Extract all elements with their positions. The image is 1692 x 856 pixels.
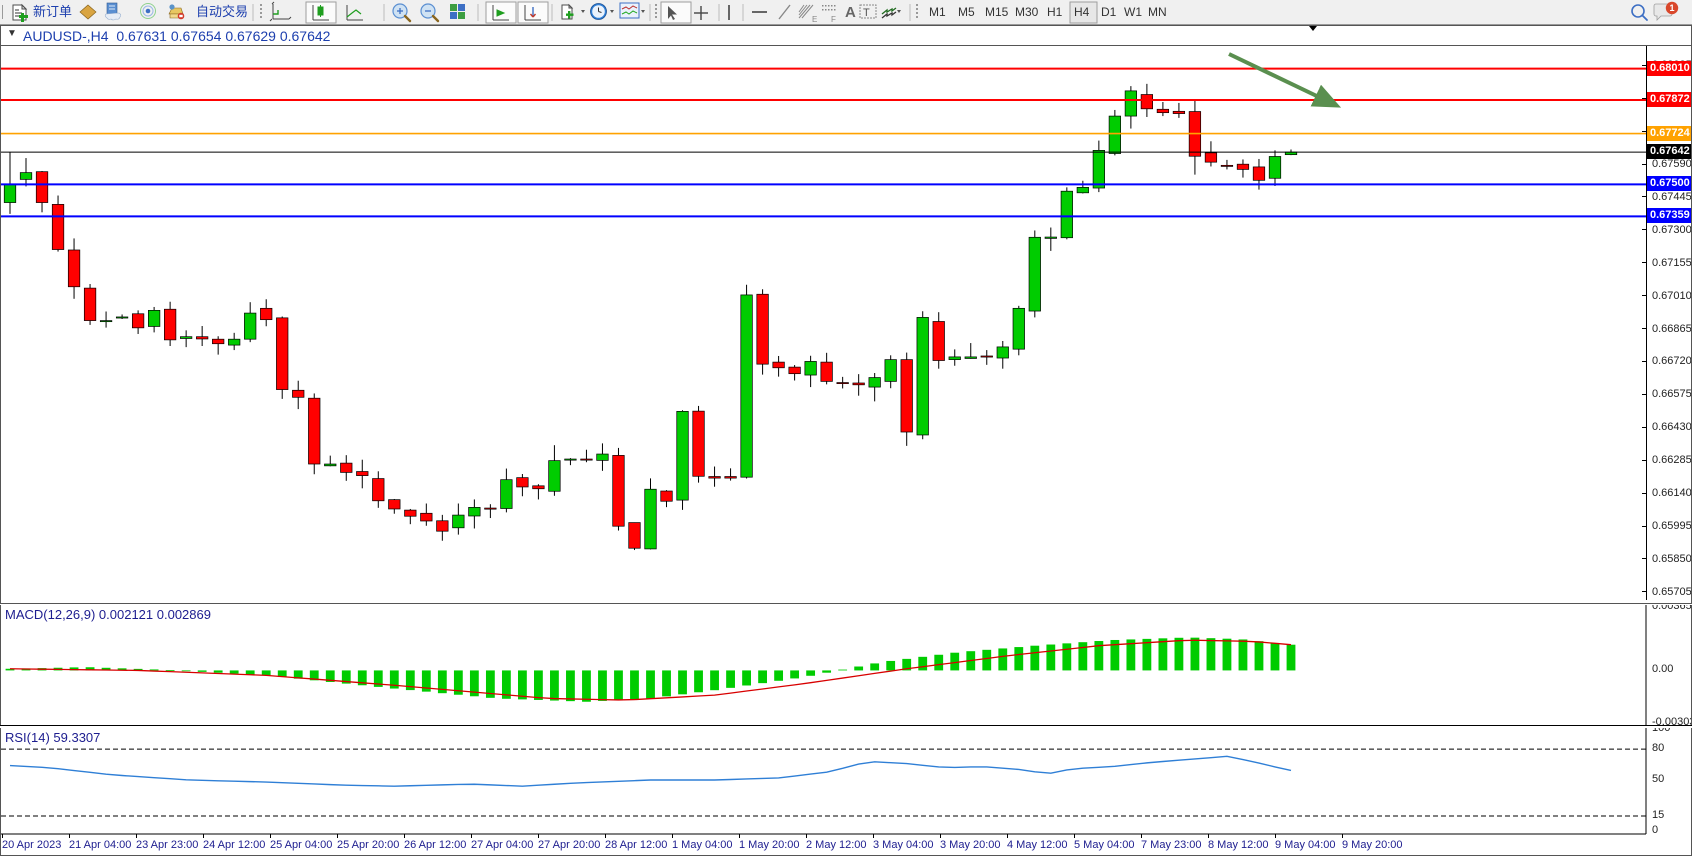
svg-text:自动交易: 自动交易: [196, 4, 248, 19]
svg-text:T: T: [863, 7, 870, 19]
svg-text:M30: M30: [1015, 5, 1039, 19]
svg-text:D1: D1: [1101, 5, 1117, 19]
svg-text:MN: MN: [1148, 5, 1167, 19]
svg-text:F: F: [831, 15, 836, 24]
svg-text:M1: M1: [929, 5, 946, 19]
svg-text:M5: M5: [958, 5, 975, 19]
svg-text:A: A: [845, 4, 856, 21]
svg-text:W1: W1: [1124, 5, 1142, 19]
svg-text:M15: M15: [985, 5, 1009, 19]
svg-text:H1: H1: [1047, 5, 1063, 19]
svg-text:H4: H4: [1074, 5, 1090, 19]
svg-text:E: E: [812, 15, 817, 24]
svg-text:1: 1: [1669, 3, 1674, 13]
svg-text:新订单: 新订单: [33, 4, 72, 19]
